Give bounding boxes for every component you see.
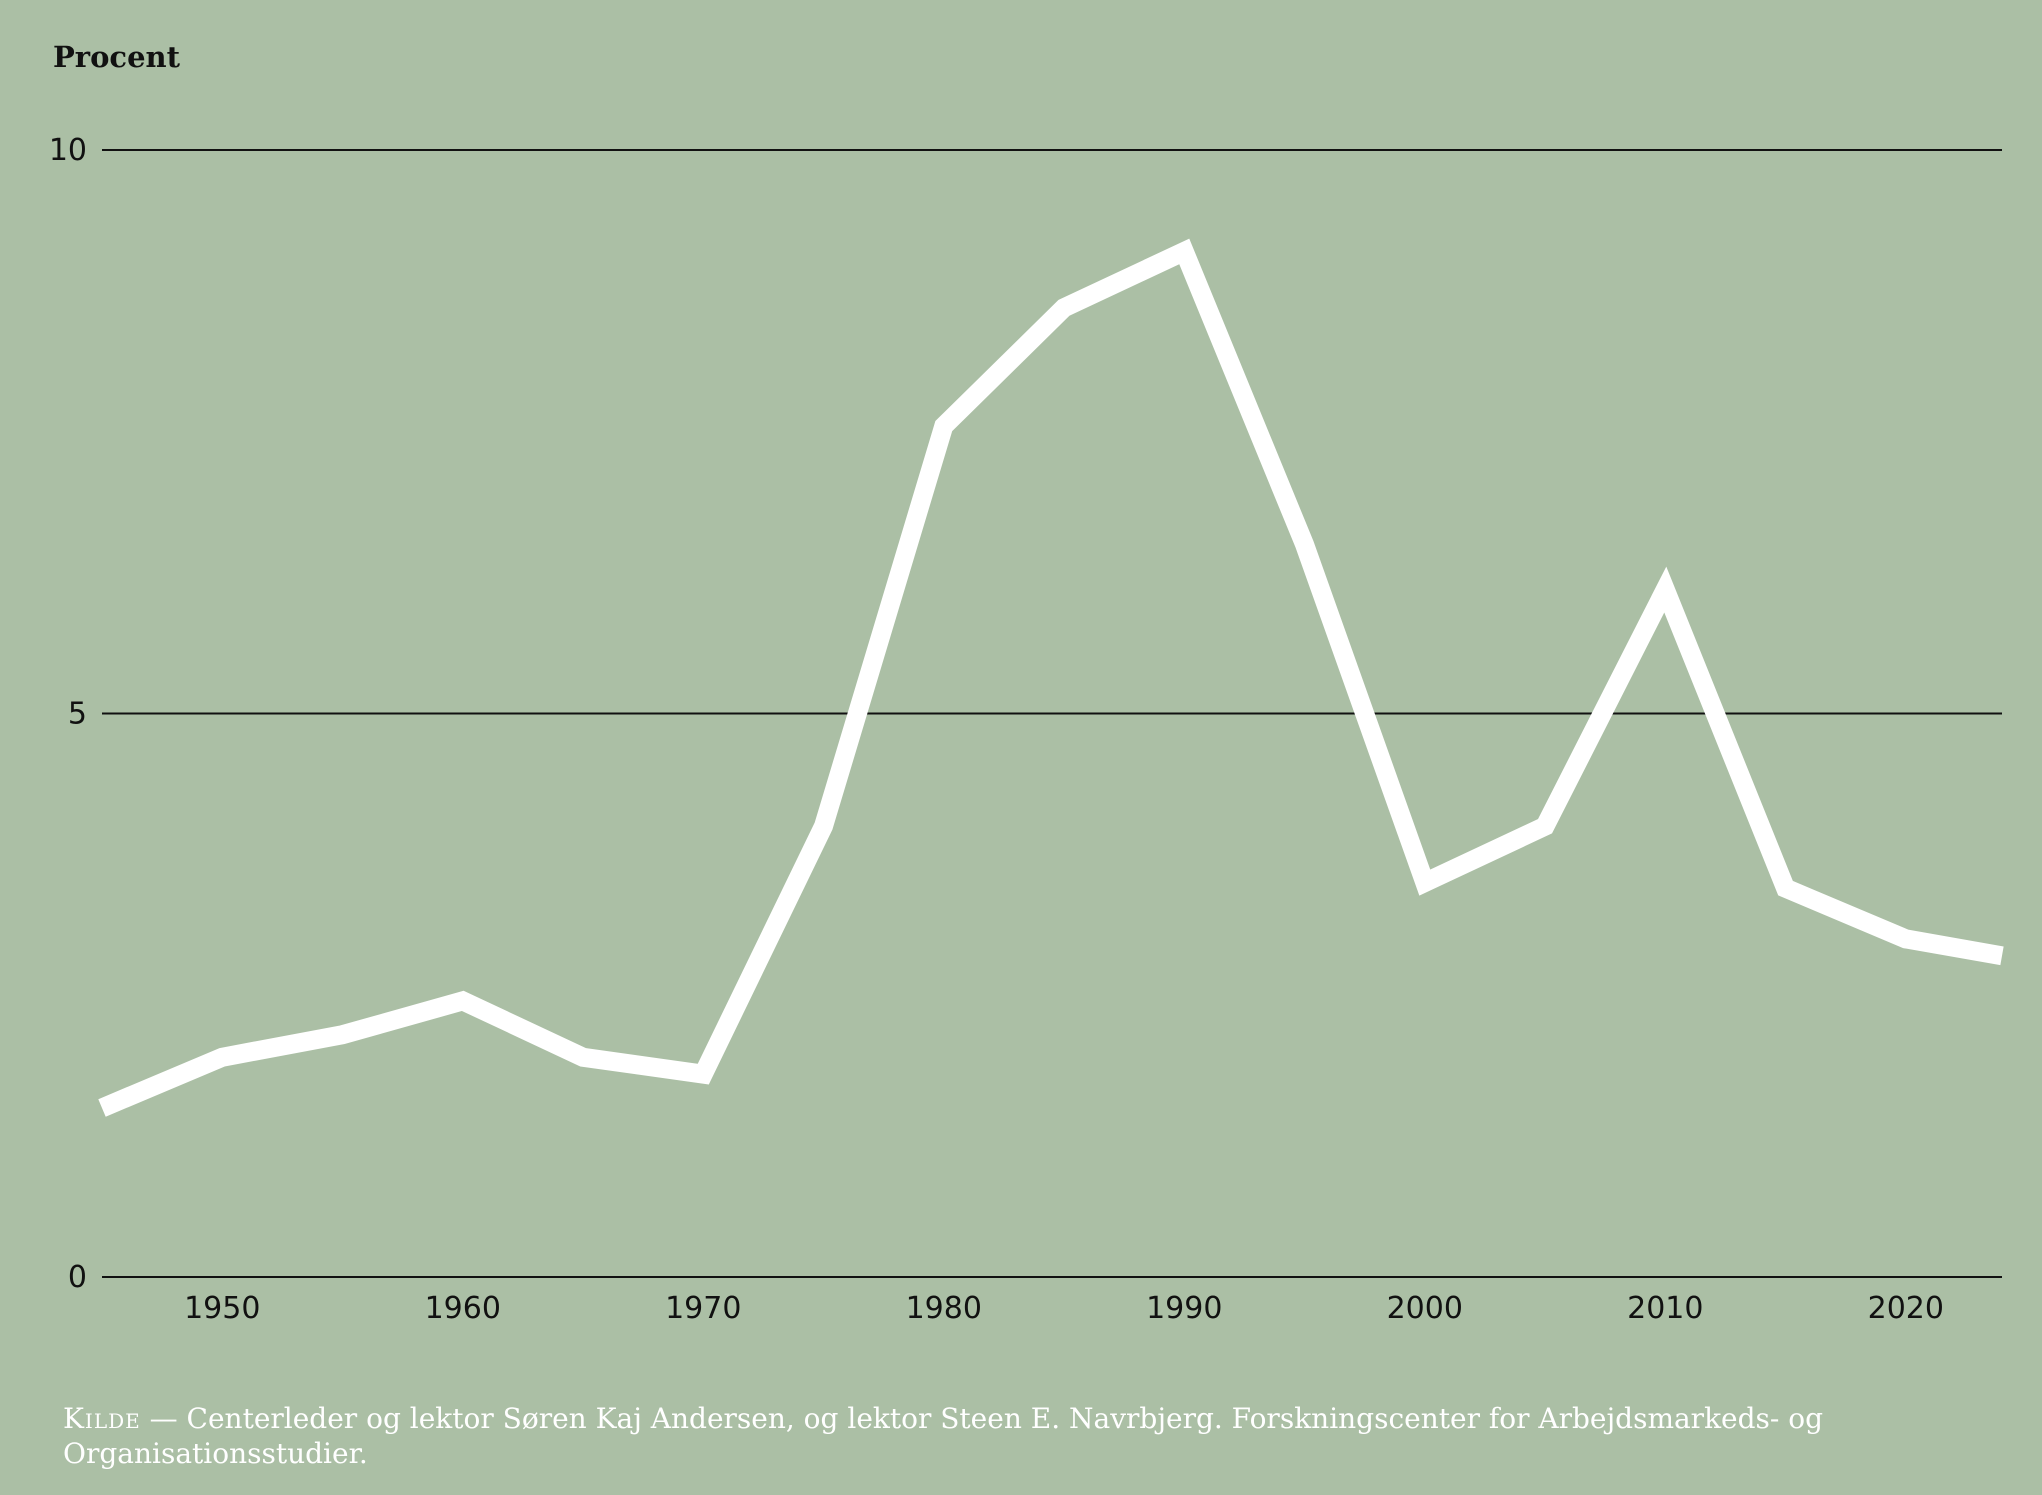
y-axis-ticks: 0 5 10 (49, 133, 87, 1295)
series-layer (98, 238, 2004, 1117)
x-tick-label: 1970 (665, 1291, 741, 1326)
gridlines (102, 149, 2002, 1278)
x-axis-ticks: 1950 1960 1970 1980 1990 2000 2010 2020 (184, 1291, 1944, 1326)
source-note: Kilde — Centerleder og lektor Søren Kaj … (63, 1401, 1963, 1471)
source-dash: — (149, 1402, 178, 1435)
y-tick-label: 10 (49, 133, 87, 168)
y-tick-label: 0 (68, 1260, 87, 1295)
source-text: Centerleder og lektor Søren Kaj Andersen… (63, 1402, 1824, 1470)
x-tick-label: 2010 (1627, 1291, 1703, 1326)
x-tick-label: 2020 (1868, 1291, 1944, 1326)
source-label: Kilde (63, 1402, 141, 1435)
x-tick-label: 2000 (1387, 1291, 1463, 1326)
x-tick-label: 1960 (425, 1291, 501, 1326)
y-axis-label: Procent (53, 40, 181, 74)
y-tick-label: 5 (68, 697, 87, 732)
x-tick-label: 1990 (1146, 1291, 1222, 1326)
series-line-0 (98, 238, 2004, 1117)
x-tick-label: 1980 (906, 1291, 982, 1326)
x-tick-label: 1950 (184, 1291, 260, 1326)
